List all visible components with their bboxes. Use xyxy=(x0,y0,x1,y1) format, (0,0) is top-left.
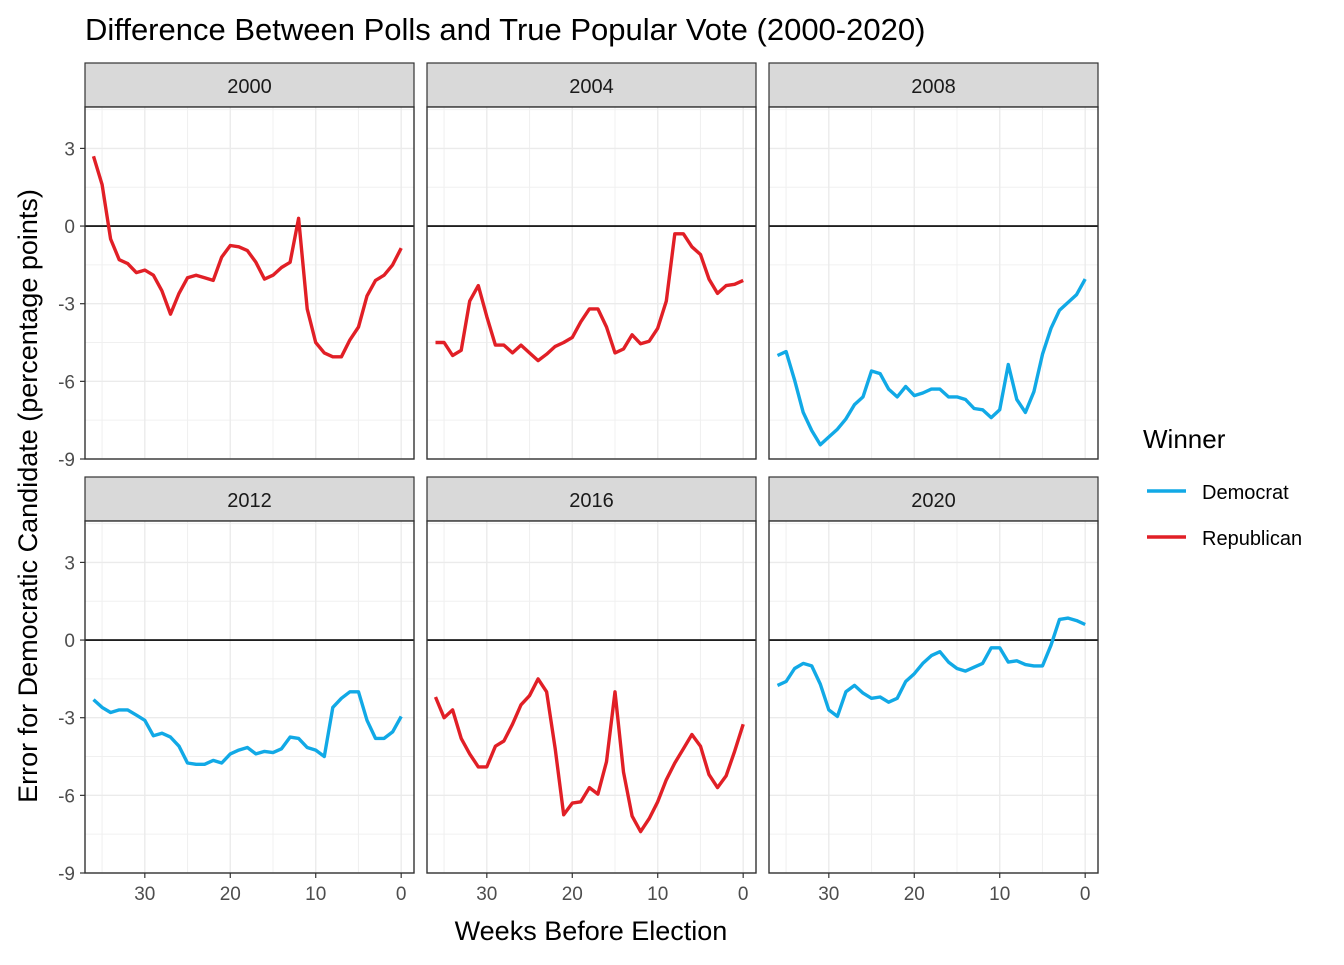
panel-2004: 2004 xyxy=(426,62,757,460)
plot-bg-2020 xyxy=(769,521,1098,873)
panel-border-2000 xyxy=(84,106,415,460)
series-line-2012 xyxy=(92,690,403,766)
x-axis-title: Weeks Before Election xyxy=(455,916,728,946)
y-tick-label: -3 xyxy=(58,709,75,730)
y-tick-label: -9 xyxy=(58,864,75,885)
y-tick-label: -3 xyxy=(58,295,75,316)
strip-2020 xyxy=(768,476,1099,522)
panel-2016: 2016 30 20 10 0 xyxy=(426,476,757,905)
legend: Winner Democrat Republican xyxy=(1143,424,1302,550)
y-tick-label: 3 xyxy=(64,553,75,574)
x-tick-label: 0 xyxy=(738,884,749,905)
panel-border-2008 xyxy=(768,106,1099,460)
plot-bg-2000 xyxy=(85,107,414,459)
panel-border-2020 xyxy=(768,520,1099,874)
y-tick-label: -6 xyxy=(58,372,75,393)
panel-border-2012 xyxy=(84,520,415,874)
series-line-2016 xyxy=(433,677,745,834)
panel-2000: 2000 3 0 -3 -6 -9 xyxy=(58,62,415,471)
strip-label-2008: 2008 xyxy=(911,76,956,98)
strip-label-2000: 2000 xyxy=(227,76,272,98)
legend-label-republican: Republican xyxy=(1202,528,1302,550)
plot-bg-2004 xyxy=(427,107,756,459)
series-line-2008 xyxy=(776,278,1087,447)
y-tick-label: -6 xyxy=(58,786,75,807)
strip-2000 xyxy=(84,62,415,108)
strip-label-2020: 2020 xyxy=(911,490,956,512)
series-line-2000 xyxy=(91,155,403,359)
panel-border-2016 xyxy=(426,520,757,874)
x-tick-label: 30 xyxy=(134,884,155,905)
x-tick-label: 30 xyxy=(818,884,839,905)
x-tick-label: 10 xyxy=(989,884,1010,905)
x-tick-label: 0 xyxy=(396,884,407,905)
plot-bg-2016 xyxy=(427,521,756,873)
series-line-2020 xyxy=(776,616,1086,719)
y-tick-label: 0 xyxy=(64,631,75,652)
x-tick-label: 20 xyxy=(562,884,583,905)
plot-bg-2008 xyxy=(769,107,1098,459)
panel-border-2004 xyxy=(426,106,757,460)
y-tick-label: 0 xyxy=(64,217,75,238)
x-tick-label: 30 xyxy=(476,884,497,905)
strip-label-2016: 2016 xyxy=(569,490,614,512)
series-line-2004 xyxy=(435,232,744,363)
legend-title: Winner xyxy=(1143,424,1226,454)
legend-label-democrat: Democrat xyxy=(1202,482,1289,504)
x-tick-label: 10 xyxy=(305,884,326,905)
strip-2004 xyxy=(426,62,757,108)
x-tick-label: 10 xyxy=(647,884,668,905)
strip-2016 xyxy=(426,476,757,522)
y-axis-title: Error for Democratic Candidate (percenta… xyxy=(13,189,43,803)
chart-title: Difference Between Polls and True Popula… xyxy=(85,12,925,47)
y-tick-label: 3 xyxy=(64,139,75,160)
x-tick-label: 20 xyxy=(220,884,241,905)
strip-label-2012: 2012 xyxy=(227,490,272,512)
strip-label-2004: 2004 xyxy=(569,76,614,98)
panel-2008: 2008 xyxy=(768,62,1099,460)
strip-2012 xyxy=(84,476,415,522)
y-tick-label: -9 xyxy=(58,450,75,471)
strip-2008 xyxy=(768,62,1099,108)
x-tick-label: 20 xyxy=(904,884,925,905)
plot-bg-2012 xyxy=(85,521,414,873)
x-tick-label: 0 xyxy=(1080,884,1091,905)
panel-2020: 2020 30 20 10 0 xyxy=(768,476,1099,905)
